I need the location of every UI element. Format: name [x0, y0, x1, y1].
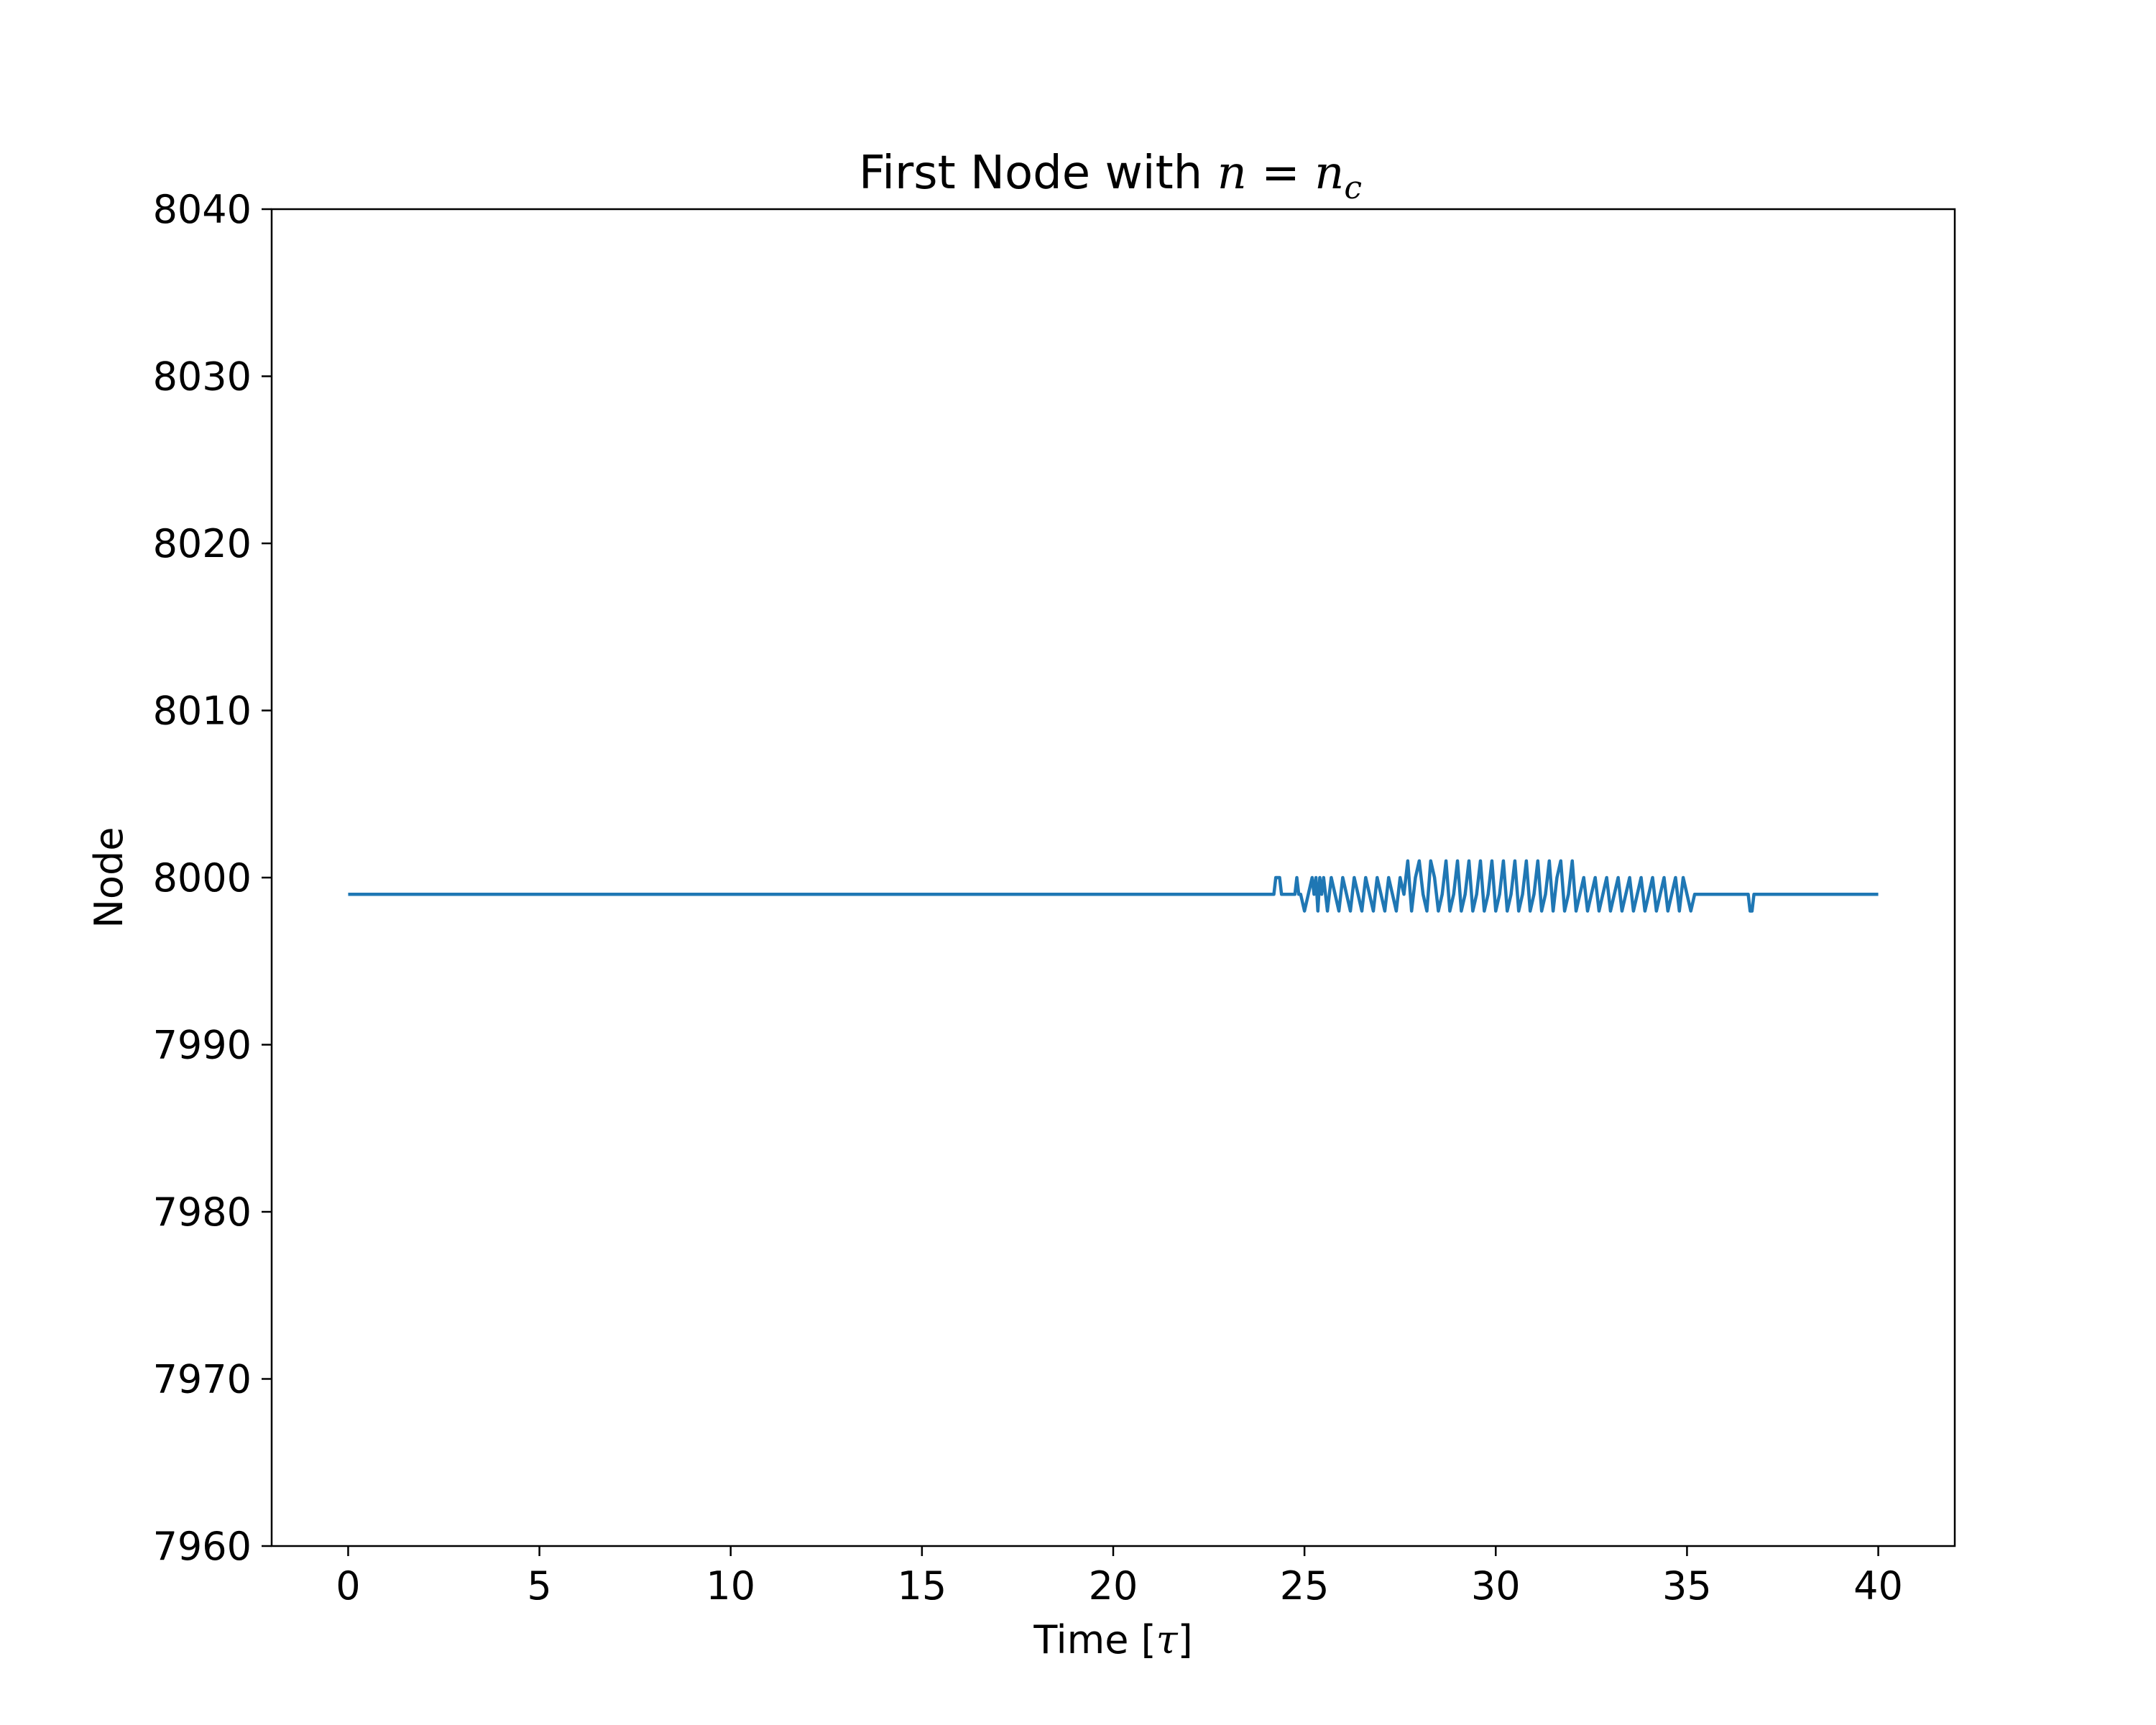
x-tick-label: 40 — [1853, 1563, 1903, 1609]
y-tick-label: 8010 — [153, 689, 252, 734]
y-tick-label: 8030 — [153, 354, 252, 400]
x-tick-label: 25 — [1280, 1563, 1330, 1609]
x-axis-label: Time [τ] — [1033, 1617, 1192, 1662]
y-tick-label: 7970 — [153, 1357, 252, 1402]
plot-area — [348, 859, 1879, 913]
y-tick-label: 8020 — [153, 521, 252, 566]
x-axis-ticks: 0 5 10 15 20 25 30 35 40 — [336, 1546, 1903, 1609]
x-tick-label: 10 — [706, 1563, 755, 1609]
y-tick-label: 8040 — [153, 187, 252, 232]
y-axis-label: Node — [86, 827, 132, 929]
chart-title: First Node with n = nc — [859, 147, 1362, 206]
x-tick-label: 35 — [1662, 1563, 1712, 1609]
y-axis-ticks: 7960 7970 7980 7990 8000 8010 8020 8030 8040 — [153, 187, 272, 1569]
y-tick-label: 7960 — [153, 1524, 252, 1569]
x-tick-label: 0 — [336, 1563, 360, 1609]
x-tick-label: 30 — [1471, 1563, 1521, 1609]
series-line-0 — [348, 859, 1879, 913]
x-tick-label: 15 — [898, 1563, 947, 1609]
x-tick-label: 5 — [527, 1563, 551, 1609]
y-tick-label: 8000 — [153, 855, 252, 901]
y-tick-label: 7980 — [153, 1190, 252, 1235]
x-tick-label: 20 — [1089, 1563, 1138, 1609]
y-tick-label: 7990 — [153, 1023, 252, 1068]
